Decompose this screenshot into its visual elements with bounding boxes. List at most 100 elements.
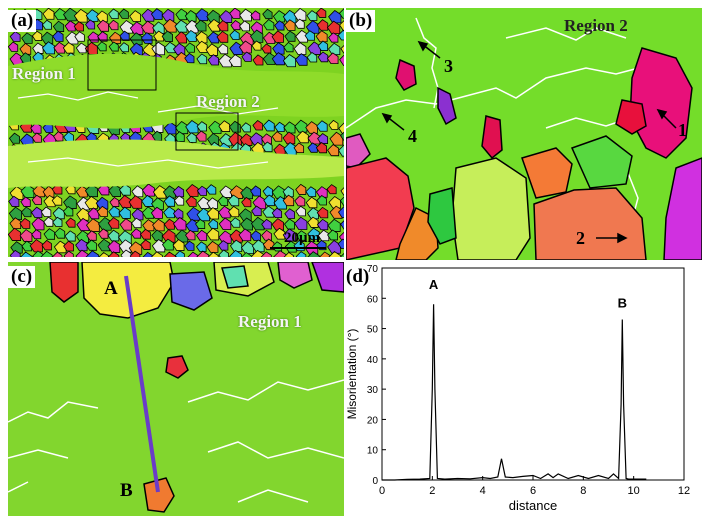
grain-cell: [337, 238, 344, 249]
grain-cell: [339, 252, 344, 257]
grain-cell: [139, 228, 151, 240]
grain-cell: [262, 8, 273, 20]
panel-a-label: (a): [8, 10, 37, 32]
arrow-3: [417, 40, 441, 59]
grain-cell: [294, 53, 308, 66]
grain-cell: [152, 21, 165, 34]
misorientation-profile-line: [124, 275, 160, 493]
grain-cell: [43, 228, 56, 240]
grain-cell: [283, 19, 296, 31]
grain-cell: [306, 10, 318, 21]
panel-d-misorientation-chart: 0 2 4 6 8 10 12 0 10 20 30 40 50 60 70 A B distance Mis…: [344, 260, 704, 518]
grain-cell: [240, 240, 255, 255]
grain-cell: [328, 119, 339, 130]
grain-red-top-left: [49, 262, 79, 303]
arrow-1: [656, 108, 677, 129]
grain-cell: [260, 251, 272, 257]
grain-cell: [261, 229, 272, 241]
grain-cell: [174, 31, 188, 44]
grain-magenta-top-right: [311, 262, 344, 293]
grain-cell: [151, 41, 165, 56]
grain-cell: [250, 10, 261, 21]
grain-cell: [283, 41, 294, 53]
grain-cell: [250, 230, 261, 241]
grain-cell: [295, 205, 306, 217]
grain-cell: [161, 30, 173, 42]
grain-cell: [86, 230, 97, 241]
grain-cell: [184, 240, 195, 251]
grain-magenta-right: [663, 157, 702, 260]
grain-cell: [184, 52, 195, 64]
panel-b-label: (b): [346, 10, 376, 32]
grain-cell: [207, 251, 219, 257]
marker-3: 3: [444, 56, 453, 76]
grain-cell: [20, 206, 32, 218]
grain-cell: [340, 131, 344, 141]
grain-cell: [262, 119, 275, 132]
grain-cell: [87, 207, 100, 220]
grain-cell: [207, 54, 219, 66]
grain-map-a: [8, 8, 344, 257]
grain-red-small-2: [481, 115, 503, 160]
grain-cell: [107, 251, 120, 257]
grain-cell: [187, 251, 200, 257]
grain-cell: [163, 218, 175, 230]
grain-orange-bottom-mid: [521, 147, 573, 199]
grain-cell: [307, 251, 320, 257]
marker-4: 4: [408, 126, 417, 146]
grain-cell: [271, 131, 283, 142]
grain-cell: [315, 30, 328, 43]
grain-cell: [85, 250, 100, 257]
grain-magenta-small-1: [395, 58, 417, 91]
grain-cell: [184, 42, 195, 53]
grain-cell: [19, 217, 31, 229]
grain-cell: [85, 19, 96, 30]
grain-red-mid: [165, 355, 189, 379]
grain-cell: [40, 206, 52, 218]
grain-cell: [205, 184, 217, 195]
grain-cell: [338, 144, 344, 157]
grain-cell: [8, 41, 19, 52]
grain-cell: [131, 208, 144, 221]
grain-cell: [152, 218, 165, 232]
marker-2: 2: [576, 228, 585, 248]
grain-cell: [32, 250, 44, 257]
grain-cell: [305, 121, 318, 134]
misorientation-chart: 0 2 4 6 8 10 12 0 10 20 30 40 50 60 70 A B distance Mis…: [345, 264, 690, 513]
grain-cell: [339, 54, 344, 67]
grain-cell: [293, 142, 305, 153]
grain-cell: [31, 217, 45, 231]
grain-cell: [229, 217, 241, 228]
low-angle-boundaries-a: [17, 91, 279, 169]
grain-cell: [161, 238, 174, 251]
grain-lightgreen-bottom: [451, 157, 531, 260]
grain-cell: [240, 186, 254, 200]
coarse-band-upper: [8, 53, 344, 129]
grain-cell: [62, 205, 74, 217]
low-angle-boundaries-c: [8, 379, 344, 503]
grain-cell: [327, 239, 341, 254]
grain-cell: [140, 239, 151, 250]
grain-cell: [29, 239, 43, 253]
x-tick-label: 6: [530, 485, 536, 497]
grain-cell: [238, 208, 252, 222]
x-axis-label: distance: [509, 498, 557, 513]
grain-cell: [328, 9, 342, 24]
grain-map-c: [8, 262, 344, 516]
grain-cell: [271, 30, 284, 43]
scale-bar-label: 20μm: [284, 230, 320, 246]
grain-cell: [128, 195, 143, 209]
grain-cell: [163, 251, 176, 257]
grain-cell: [340, 187, 344, 197]
grain-cell: [249, 29, 264, 43]
grain-cell: [53, 131, 64, 142]
grain-cell: [76, 207, 90, 221]
grain-cell: [19, 52, 31, 64]
coarse-band-middle: [8, 139, 344, 188]
grain-cell: [41, 19, 52, 30]
grain-cell: [32, 42, 44, 54]
grain-cell: [294, 216, 308, 230]
grain-cell: [172, 42, 186, 56]
grain-pink-large: [629, 47, 693, 159]
grain-cell: [305, 186, 317, 197]
